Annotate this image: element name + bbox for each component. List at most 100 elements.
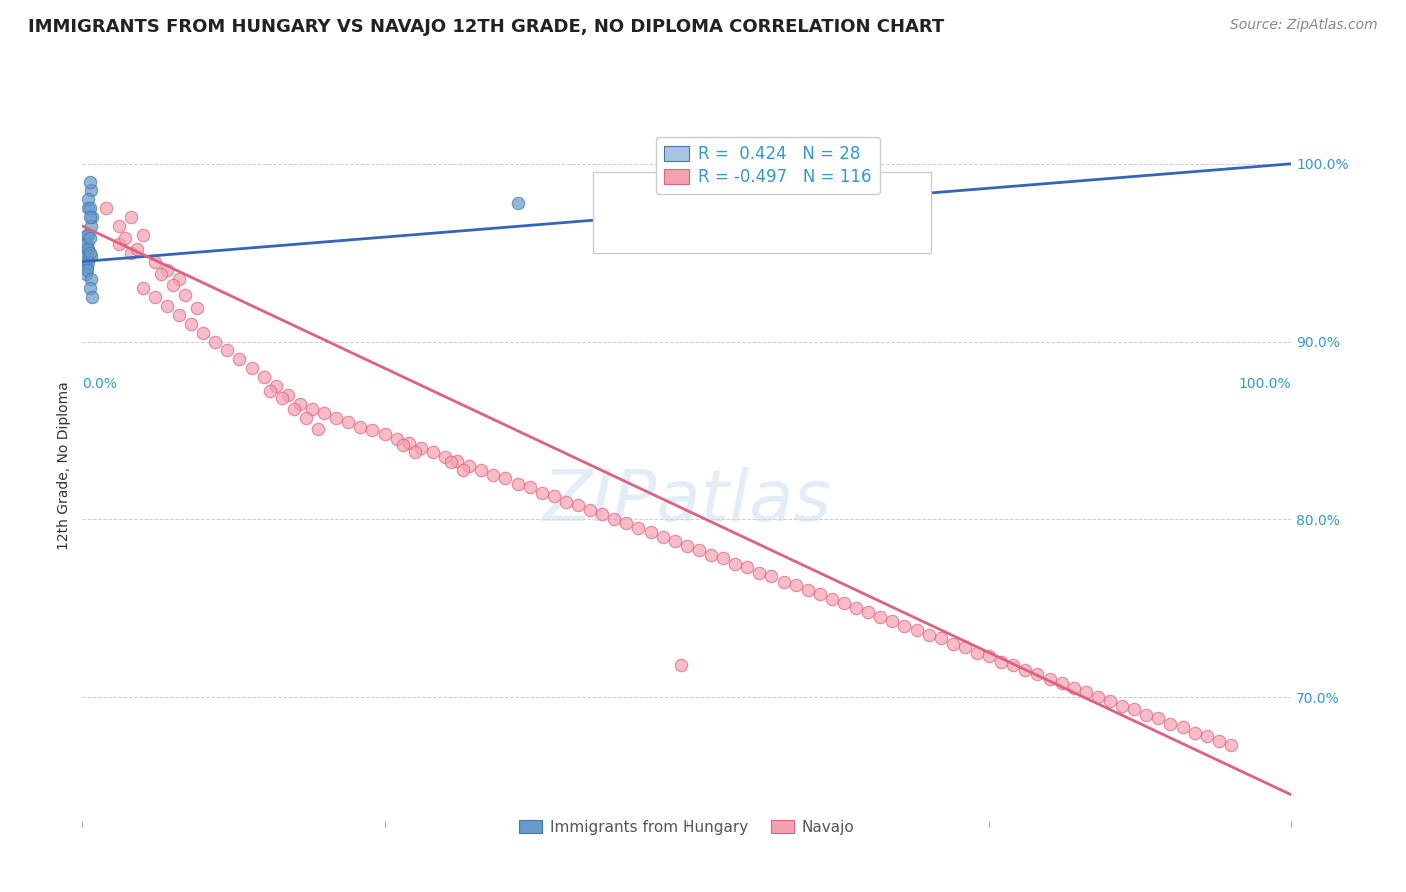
Point bbox=[96, 201, 118, 215]
Point bbox=[1147, 711, 1170, 725]
Point bbox=[651, 530, 673, 544]
Point bbox=[167, 308, 190, 322]
Point bbox=[314, 406, 336, 420]
Point bbox=[543, 489, 565, 503]
Point bbox=[79, 281, 101, 295]
Point bbox=[240, 361, 263, 376]
Point bbox=[391, 437, 413, 451]
Point bbox=[77, 227, 100, 242]
Point bbox=[808, 587, 831, 601]
Point bbox=[1111, 698, 1133, 713]
Point bbox=[337, 415, 360, 429]
Point bbox=[446, 453, 468, 467]
Point bbox=[361, 424, 384, 438]
Point bbox=[1026, 667, 1049, 681]
Point bbox=[277, 388, 299, 402]
Point bbox=[143, 290, 166, 304]
Point bbox=[506, 476, 529, 491]
Point bbox=[132, 281, 155, 295]
Point bbox=[1184, 725, 1206, 739]
Point bbox=[156, 299, 179, 313]
Point bbox=[125, 242, 148, 256]
Point bbox=[1195, 729, 1218, 743]
Point bbox=[785, 578, 807, 592]
Point bbox=[76, 263, 98, 277]
Point bbox=[1014, 664, 1036, 678]
Point bbox=[180, 317, 202, 331]
Point bbox=[107, 219, 129, 233]
Point bbox=[664, 533, 686, 548]
Point bbox=[627, 521, 650, 535]
Point bbox=[603, 512, 626, 526]
Point bbox=[1087, 690, 1109, 704]
Point bbox=[1002, 658, 1025, 673]
Point bbox=[724, 557, 747, 571]
Point bbox=[929, 632, 952, 646]
Point bbox=[80, 272, 103, 286]
Point bbox=[893, 619, 915, 633]
Point bbox=[149, 267, 172, 281]
Point bbox=[325, 411, 347, 425]
Point bbox=[409, 441, 432, 455]
Point bbox=[579, 503, 602, 517]
Point bbox=[80, 290, 103, 304]
Point bbox=[301, 402, 323, 417]
Point bbox=[385, 432, 408, 446]
Point bbox=[132, 227, 155, 242]
Point bbox=[669, 658, 692, 673]
Point bbox=[905, 623, 928, 637]
Point bbox=[143, 254, 166, 268]
Text: ZIPatlas: ZIPatlas bbox=[543, 467, 831, 536]
Point bbox=[591, 507, 613, 521]
Point bbox=[217, 343, 239, 358]
Point bbox=[204, 334, 226, 349]
Point bbox=[76, 236, 98, 251]
Point bbox=[307, 422, 329, 436]
Point bbox=[494, 471, 516, 485]
Point bbox=[79, 231, 101, 245]
Point bbox=[374, 427, 396, 442]
Point bbox=[1208, 734, 1230, 748]
Point bbox=[1050, 676, 1073, 690]
Point bbox=[76, 227, 98, 242]
Point bbox=[458, 458, 481, 473]
Point bbox=[688, 542, 710, 557]
Point bbox=[77, 201, 100, 215]
Point bbox=[73, 260, 96, 274]
Point bbox=[156, 263, 179, 277]
Point bbox=[530, 485, 553, 500]
Point bbox=[283, 402, 305, 417]
Point bbox=[440, 455, 463, 469]
Point bbox=[1074, 684, 1097, 698]
Point bbox=[796, 583, 818, 598]
Point bbox=[270, 392, 292, 406]
Text: 0.0%: 0.0% bbox=[83, 377, 117, 391]
Point bbox=[1038, 673, 1060, 687]
Point bbox=[259, 384, 281, 399]
Point bbox=[966, 646, 988, 660]
Text: 100.0%: 100.0% bbox=[1239, 377, 1291, 391]
Point bbox=[77, 242, 100, 256]
Point bbox=[451, 462, 474, 476]
FancyBboxPatch shape bbox=[592, 172, 931, 252]
Point bbox=[193, 326, 215, 340]
Point bbox=[80, 210, 103, 224]
Point bbox=[519, 480, 541, 494]
Point bbox=[228, 352, 250, 367]
Point bbox=[1098, 693, 1121, 707]
Text: Source: ZipAtlas.com: Source: ZipAtlas.com bbox=[1230, 18, 1378, 32]
Point bbox=[614, 516, 637, 530]
Point bbox=[79, 175, 101, 189]
Point bbox=[186, 301, 208, 315]
Point bbox=[288, 397, 311, 411]
Point bbox=[253, 370, 276, 384]
Point bbox=[77, 254, 100, 268]
Point bbox=[80, 249, 103, 263]
Point bbox=[1063, 681, 1085, 695]
Point bbox=[761, 569, 783, 583]
Point bbox=[856, 605, 879, 619]
Point bbox=[434, 450, 457, 464]
Point bbox=[977, 649, 1000, 664]
Point bbox=[80, 183, 103, 197]
Point bbox=[80, 219, 103, 233]
